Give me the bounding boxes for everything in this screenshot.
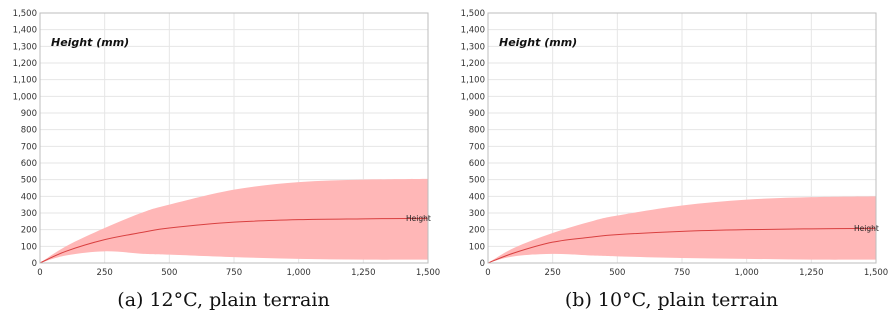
y-tick-label: 100 <box>21 242 37 252</box>
x-tick-label: 0 <box>485 268 490 278</box>
y-tick-label: 200 <box>21 226 37 236</box>
y-tick-label: 1,500 <box>13 9 37 19</box>
y-tick-label: 1,100 <box>13 76 37 86</box>
x-tick-label: 1,250 <box>799 268 823 278</box>
chart-b: 0 100 200 300 400 500 600 700 800 900 1,000 1,100 1,… <box>461 9 889 278</box>
chart-panel-b: 0 100 200 300 400 500 600 700 800 900 1,000 1,100 1,… <box>448 0 895 321</box>
x-tick-label: 1,500 <box>864 268 888 278</box>
mean-line <box>39 217 429 264</box>
x-tick-label: 750 <box>674 268 690 278</box>
x-tick-label: 750 <box>226 268 242 278</box>
caption-a: (a) 12°C, plain terrain <box>117 289 330 311</box>
y-tick-label: 900 <box>21 109 37 119</box>
y-tick-label: 1,000 <box>461 92 485 102</box>
y-tick-label: 500 <box>469 176 485 186</box>
x-tick-label: 500 <box>609 268 625 278</box>
series-end-label: Height <box>406 214 431 223</box>
chart-panel-a: 0 100 200 300 400 500 600 700 800 900 1,000 1,100 1,… <box>0 0 447 321</box>
caption-b: (b) 10°C, plain terrain <box>564 289 779 311</box>
y-tick-label: 1,300 <box>461 42 485 52</box>
y-tick-label: 1,200 <box>13 59 37 69</box>
y-tick-label: 500 <box>21 176 37 186</box>
x-tick-label: 250 <box>545 268 561 278</box>
y-tick-label: 1,300 <box>13 42 37 52</box>
x-tick-label: 500 <box>161 268 177 278</box>
y-tick-label: 1,200 <box>461 59 485 69</box>
plot-border <box>39 12 429 264</box>
mean-line <box>487 227 877 264</box>
y-tick-label: 1,400 <box>461 26 485 36</box>
chart-title: Height (mm) <box>51 36 129 49</box>
series-end-label: Height <box>854 224 879 233</box>
y-tick-label: 600 <box>21 159 37 169</box>
y-tick-label: 900 <box>469 109 485 119</box>
y-tick-label: 1,000 <box>13 92 37 102</box>
y-tick-label: 700 <box>21 142 37 152</box>
confidence-band <box>488 196 876 263</box>
chart-title: Height (mm) <box>499 36 577 49</box>
x-tick-label: 1,000 <box>286 268 310 278</box>
x-tick-label: 1,500 <box>416 268 440 278</box>
y-tick-label: 600 <box>469 159 485 169</box>
y-tick-label: 100 <box>469 242 485 252</box>
y-tick-label: 200 <box>469 226 485 236</box>
x-tick-label: 1,000 <box>734 268 758 278</box>
plot-border <box>487 12 877 264</box>
confidence-band <box>40 178 428 263</box>
y-tick-label: 800 <box>469 126 485 136</box>
y-tick-label: 800 <box>21 126 37 136</box>
chart-a: 0 100 200 300 400 500 600 700 800 900 1,000 1,100 1,… <box>13 9 441 278</box>
y-tick-label: 1,400 <box>13 26 37 36</box>
y-tick-label: 1,100 <box>461 76 485 86</box>
x-tick-label: 250 <box>97 268 113 278</box>
y-tick-label: 300 <box>469 209 485 219</box>
x-tick-label: 0 <box>37 268 42 278</box>
y-tick-label: 1,500 <box>461 9 485 19</box>
y-tick-label: 700 <box>469 142 485 152</box>
y-tick-label: 400 <box>469 192 485 202</box>
x-tick-label: 1,250 <box>351 268 375 278</box>
y-tick-label: 0 <box>480 259 485 269</box>
y-tick-label: 400 <box>21 192 37 202</box>
y-tick-label: 0 <box>32 259 37 269</box>
y-tick-label: 300 <box>21 209 37 219</box>
